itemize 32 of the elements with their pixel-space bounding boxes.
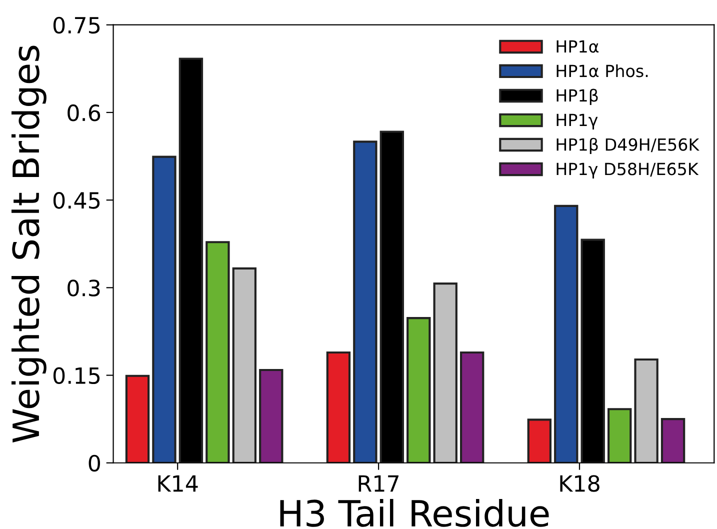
y-tick-label: 0.15 [53, 367, 100, 384]
bar [125, 374, 150, 463]
legend-label: HP1β D49H/E56K [556, 138, 700, 154]
legend-label: HP1β [556, 88, 598, 106]
bar [634, 358, 658, 463]
bar [206, 241, 230, 463]
legend-label: HP1α Phos. [556, 64, 648, 78]
x-axis-title: H3 Tail Residue [280, 498, 549, 527]
x-tick-label: K14 [158, 475, 198, 492]
bar [259, 368, 284, 463]
bar [232, 267, 257, 463]
legend-label: HP1γ D58H/E65K [556, 162, 699, 179]
bar [607, 408, 632, 463]
x-tick-label: K18 [560, 475, 600, 492]
y-tick-label: 0 [88, 454, 100, 472]
bar [433, 282, 458, 463]
y-tick-label: 0.75 [53, 16, 100, 34]
y-tick-label: 0.3 [68, 280, 100, 296]
y-tick-label: 0.45 [53, 192, 100, 209]
y-tick-label: 0.6 [68, 104, 100, 122]
bar [527, 418, 552, 463]
bar [406, 316, 431, 463]
bar [460, 351, 484, 463]
y-axis-title: Weighted Salt Bridges [11, 46, 46, 443]
bar [660, 418, 686, 463]
legend-label: HP1α [556, 40, 599, 53]
legend-label: HP1γ [556, 114, 598, 130]
bar [353, 140, 378, 463]
x-tick-label: R17 [358, 475, 398, 492]
bar [152, 156, 176, 463]
bar [326, 351, 351, 463]
bar [554, 204, 578, 463]
